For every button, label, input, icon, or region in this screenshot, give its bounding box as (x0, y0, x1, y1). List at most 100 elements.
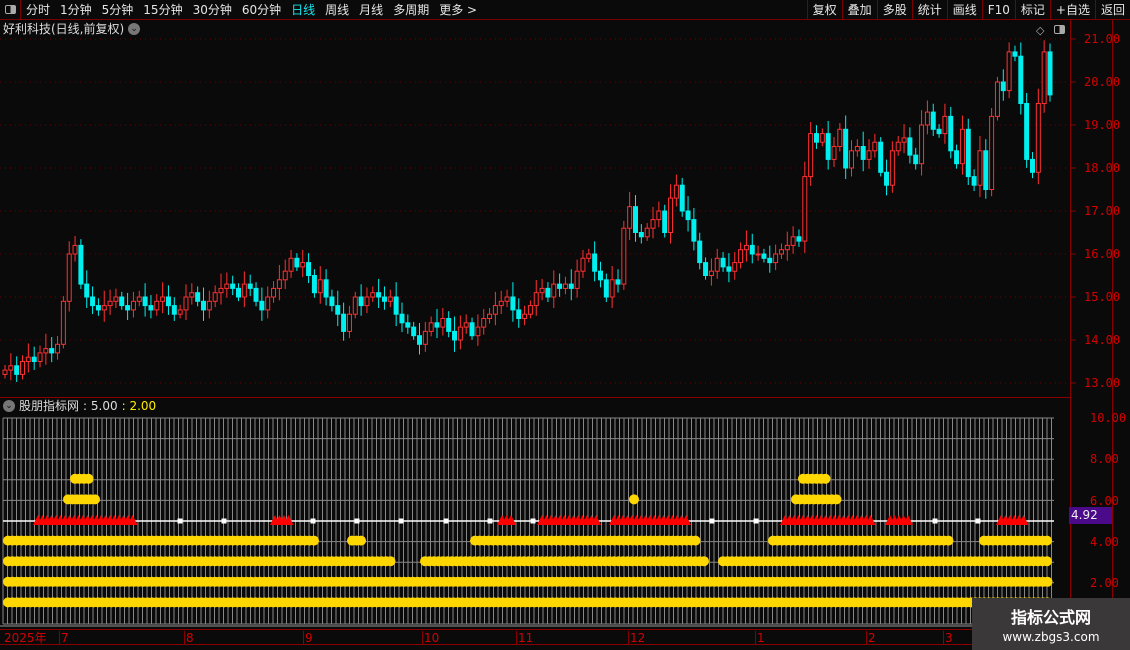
tab-period-2[interactable]: 5分钟 (101, 2, 134, 17)
tab-period-10[interactable]: 更多 > (439, 2, 478, 17)
candle (621, 220, 627, 290)
watermark: 指标公式网 www.zbgs3.com (972, 598, 1130, 650)
date-tick: 11 (516, 631, 534, 645)
tab-period-9[interactable]: 多周期 (393, 2, 430, 17)
chevron-down-icon[interactable]: ⌄ (3, 400, 15, 412)
indicator-marker (398, 518, 404, 524)
date-tick: 7 (59, 631, 69, 645)
candle (527, 300, 533, 319)
candle (551, 270, 557, 309)
candle (726, 253, 732, 283)
candle (510, 282, 516, 322)
candle (971, 169, 977, 192)
toolbar-button-4[interactable]: 画线 (946, 0, 982, 20)
toolbar-button-6[interactable]: 标记 (1014, 0, 1050, 20)
candle (837, 123, 843, 152)
candle (446, 311, 452, 338)
indicator-tick: 2.00 (1090, 576, 1119, 591)
candle (487, 307, 493, 324)
toolbar-button-5[interactable]: F10 (981, 0, 1015, 20)
indicator-marker (177, 518, 183, 524)
indicator-tick: 6.00 (1090, 493, 1119, 508)
indicator-dot (699, 556, 709, 567)
toolbar-button-0[interactable]: 复权 (806, 0, 842, 20)
candle (1047, 43, 1053, 102)
tab-period-1[interactable]: 1分钟 (60, 2, 92, 17)
candle (125, 292, 131, 321)
candle (457, 315, 463, 350)
diamond-icon[interactable]: ◇ (1036, 24, 1045, 37)
tab-period-0[interactable]: 分时 (26, 2, 51, 17)
candle (679, 177, 685, 217)
candle (714, 248, 720, 279)
candle (597, 261, 603, 288)
indicator-dot (1042, 535, 1052, 546)
tab-period-7[interactable]: 周线 (325, 2, 350, 17)
tab-period-8[interactable]: 月线 (359, 2, 384, 17)
toolbar-button-1[interactable]: 叠加 (841, 0, 877, 20)
indicator-dot (356, 535, 366, 546)
candle (323, 269, 329, 306)
candle (919, 110, 925, 176)
candle (627, 191, 633, 241)
candle (294, 253, 300, 272)
candle (1041, 40, 1047, 113)
toolbar-button-8[interactable]: 返回 (1094, 0, 1130, 20)
candle (154, 293, 160, 316)
candle (568, 269, 574, 301)
candle (335, 290, 341, 327)
candle (136, 290, 142, 307)
toolbar-button-3[interactable]: 统计 (911, 0, 947, 20)
candle (562, 276, 568, 295)
period-tabs: 分时 1分钟 5分钟 15分钟 30分钟 60分钟 日线 周线 月线 多周期 更多 > (21, 0, 482, 20)
candle (253, 282, 259, 307)
candle (749, 233, 755, 264)
candle (808, 121, 814, 186)
candle (656, 201, 662, 228)
tab-period-4[interactable]: 30分钟 (192, 2, 232, 17)
toolbar-button-2[interactable]: 多股 (876, 0, 912, 20)
candle (119, 291, 125, 310)
candle (43, 333, 49, 365)
right-toolbar: 复权 叠加 多股 统计 画线 F10 标记 +自选 返回 (806, 0, 1130, 20)
candle (66, 241, 72, 312)
candle (20, 355, 26, 380)
candle (644, 223, 650, 241)
candle (901, 124, 907, 154)
candle (831, 137, 837, 167)
indicator-dot (943, 535, 954, 546)
tab-period-6[interactable]: 日线 (291, 2, 316, 17)
candle (977, 135, 983, 198)
tab-period-5[interactable]: 60分钟 (241, 2, 282, 17)
candle (942, 103, 948, 144)
price-tick: 21.00 (1084, 32, 1121, 46)
period-toolbar: 分时 1分钟 5分钟 15分钟 30分钟 60分钟 日线 周线 月线 多周期 更多 > 复权 叠加 多股… (0, 0, 1130, 20)
candle (411, 321, 417, 340)
indicator-dot (1042, 576, 1053, 587)
candle (738, 242, 744, 269)
indicator-name: 股朋指标网 (19, 399, 80, 413)
candle (440, 307, 446, 336)
indicator-triangle (681, 515, 691, 525)
candle (206, 290, 212, 319)
candle (148, 295, 154, 319)
candle (930, 103, 936, 137)
candle (522, 305, 528, 326)
toolbar-button-7[interactable]: +自选 (1049, 0, 1095, 20)
tab-period-3[interactable]: 15分钟 (143, 2, 183, 17)
candle (376, 278, 382, 309)
candle (574, 259, 580, 298)
candle (1035, 88, 1041, 185)
candle (177, 304, 183, 319)
panel-toggle-button[interactable] (0, 0, 21, 20)
candle (685, 196, 691, 232)
candle (773, 244, 779, 271)
chevron-down-icon[interactable]: ⌄ (128, 23, 141, 35)
candle (948, 106, 954, 159)
panel-icon[interactable] (1054, 25, 1065, 34)
candle (609, 266, 615, 309)
indicator-marker (487, 518, 493, 524)
indicator-dot (83, 473, 94, 484)
candle (405, 314, 411, 334)
candle (492, 291, 498, 326)
